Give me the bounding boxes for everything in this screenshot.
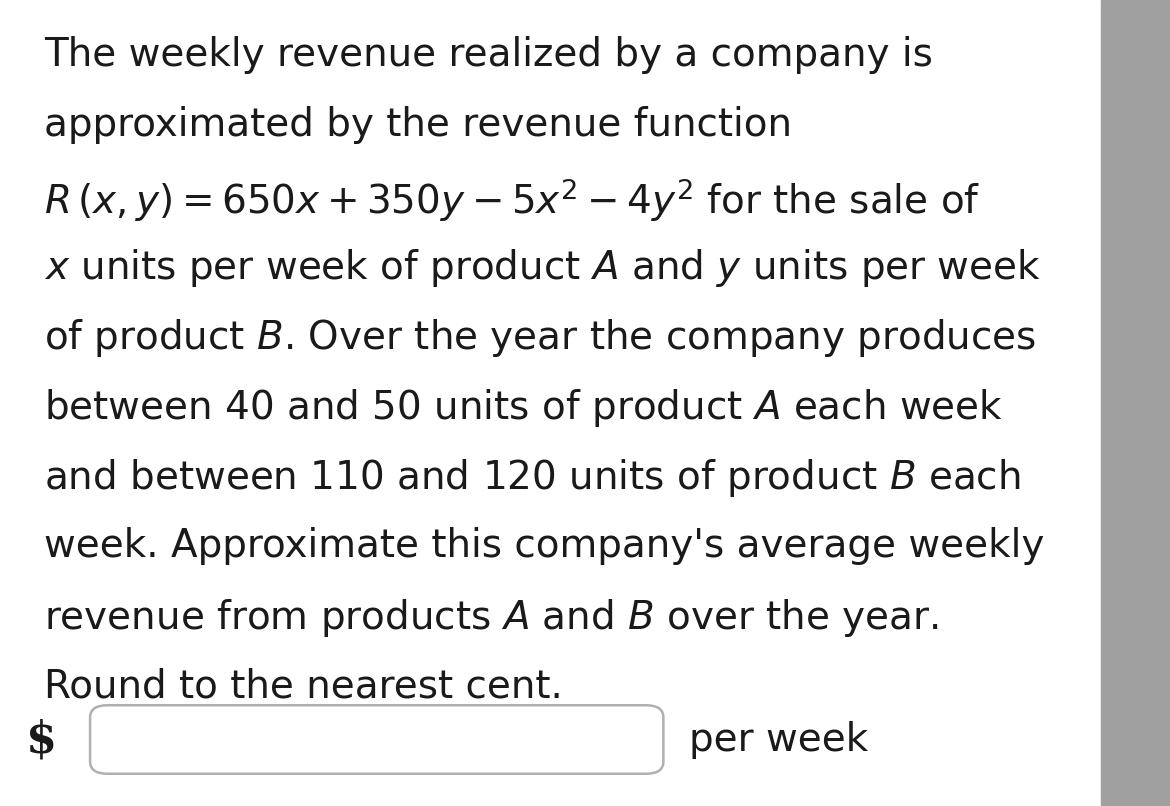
FancyBboxPatch shape (90, 705, 663, 774)
Text: $R\,(x, y) = 650x + 350y - 5x^2 - 4y^2$ for the sale of: $R\,(x, y) = 650x + 350y - 5x^2 - 4y^2$ … (44, 177, 980, 224)
Text: $x$ units per week of product $A$ and $y$ units per week: $x$ units per week of product $A$ and $y… (44, 247, 1041, 289)
Text: and between 110 and 120 units of product $B$ each: and between 110 and 120 units of product… (44, 457, 1021, 499)
Text: approximated by the revenue function: approximated by the revenue function (44, 106, 792, 144)
Text: Round to the nearest cent.: Round to the nearest cent. (44, 667, 563, 705)
Text: per week: per week (689, 721, 868, 758)
Text: of product $B$. Over the year the company produces: of product $B$. Over the year the compan… (44, 317, 1037, 359)
Text: week. Approximate this company's average weekly: week. Approximate this company's average… (44, 527, 1045, 565)
Text: The weekly revenue realized by a company is: The weekly revenue realized by a company… (44, 36, 934, 74)
Text: between 40 and 50 units of product $A$ each week: between 40 and 50 units of product $A$ e… (44, 387, 1004, 429)
Text: revenue from products $A$ and $B$ over the year.: revenue from products $A$ and $B$ over t… (44, 597, 940, 639)
Text: $: $ (26, 718, 57, 761)
